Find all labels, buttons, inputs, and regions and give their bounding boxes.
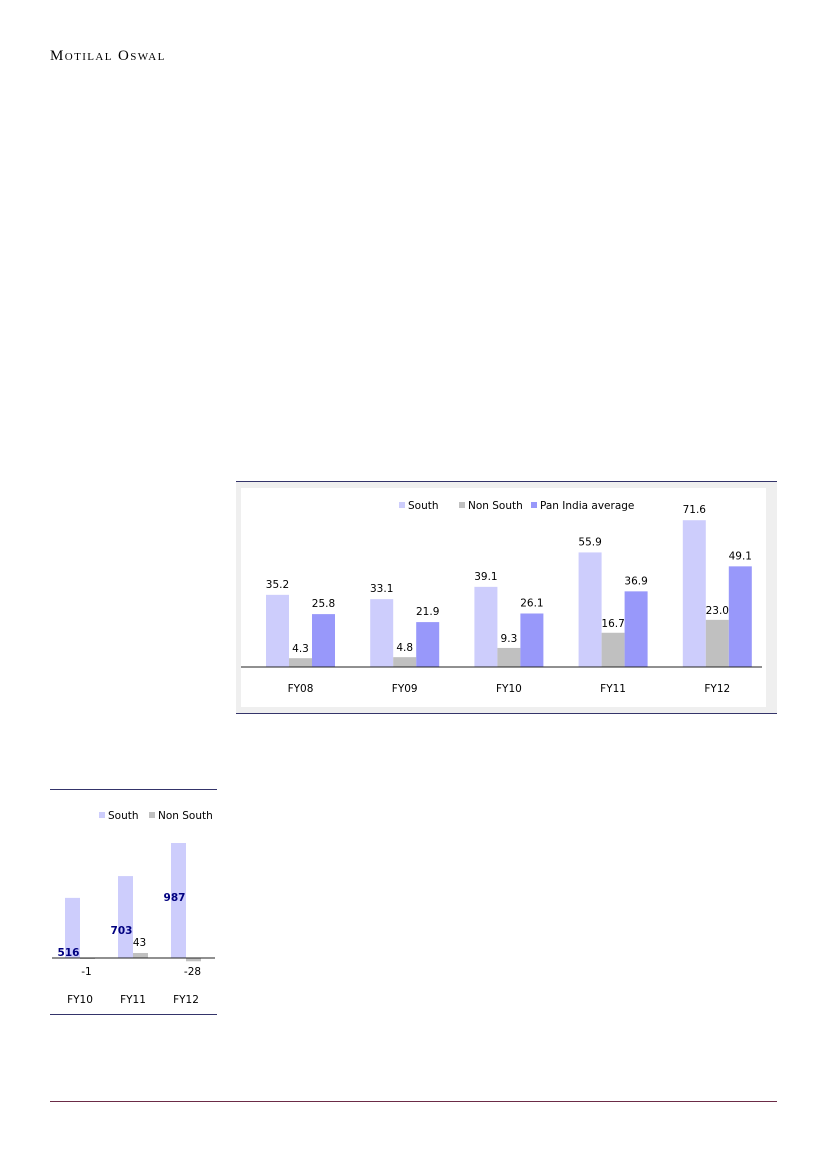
data-label-non-south-fy09: 4.8 xyxy=(396,642,413,654)
legend-label-south: South xyxy=(108,810,139,822)
bar-pan-india-average-fy12 xyxy=(728,566,752,667)
bar-south-fy11 xyxy=(578,552,602,667)
tick-label-fy11: FY11 xyxy=(120,994,146,1006)
tick-label-fy09: FY09 xyxy=(392,683,418,695)
tick-label-fy10: FY10 xyxy=(67,994,93,1006)
tick-label-fy08: FY08 xyxy=(288,683,314,695)
tick-label-fy10: FY10 xyxy=(496,683,522,695)
chart-1-svg: South Non South Pan India average 35.2 4.3 25… xyxy=(241,500,762,695)
tick-label-fy12: FY12 xyxy=(173,994,199,1006)
legend-label-pan-india-average: Pan India average xyxy=(540,500,634,512)
bar-non-south-fy12 xyxy=(705,619,729,667)
data-label-pan-india-average-fy10: 26.1 xyxy=(520,597,543,609)
bar-non-south-fy08 xyxy=(289,658,312,667)
bar-south-fy09 xyxy=(370,599,394,667)
data-label-south-fy10: 39.1 xyxy=(474,571,497,583)
data-label-south-fy08: 35.2 xyxy=(266,579,289,591)
chart-1-panel: South Non South Pan India average 35.2 4.3 25… xyxy=(241,488,766,707)
data-label-pan-india-average-fy08: 25.8 xyxy=(312,598,335,610)
data-label-non-south-fy10: 9.3 xyxy=(501,633,518,645)
data-label-non-south-fy12: -28 xyxy=(184,966,201,978)
legend-label-south: South xyxy=(408,500,439,512)
bar-pan-india-average-fy08 xyxy=(312,614,335,667)
brand-name: Motilal Oswal xyxy=(50,48,166,64)
bar-non-south-fy09 xyxy=(393,657,417,667)
data-label-non-south-fy08: 4.3 xyxy=(292,643,309,655)
bar-pan-india-average-fy09 xyxy=(416,622,440,667)
data-label-south-fy12: 71.6 xyxy=(683,504,707,516)
data-label-south-fy12: 987 xyxy=(164,892,186,904)
bar-non-south-fy12 xyxy=(186,958,201,962)
legend-swatch-non-south xyxy=(149,812,155,818)
chart-2-frame: South Non South 516 -1 FY10 703 43 FY11 987 -28 FY… xyxy=(50,789,217,1015)
legend-swatch-south xyxy=(399,502,405,508)
tick-label-fy11: FY11 xyxy=(600,683,626,695)
bar-non-south-fy11 xyxy=(133,952,148,958)
legend-label-non-south: Non South xyxy=(158,810,213,822)
data-label-pan-india-average-fy09: 21.9 xyxy=(416,606,439,618)
bar-south-fy11 xyxy=(118,876,133,958)
bar-south-fy08 xyxy=(266,594,289,667)
footer-rule xyxy=(50,1101,777,1102)
tick-label-fy12: FY12 xyxy=(704,683,730,695)
data-label-pan-india-average-fy11: 36.9 xyxy=(624,575,647,587)
data-label-south-fy09: 33.1 xyxy=(370,583,393,595)
legend-swatch-south xyxy=(99,812,105,818)
bar-south-fy10 xyxy=(474,586,498,667)
bar-pan-india-average-fy11 xyxy=(624,591,648,667)
legend-swatch-non-south xyxy=(459,502,465,508)
legend-swatch-pan-india-average xyxy=(531,502,537,508)
bar-non-south-fy11 xyxy=(601,632,625,667)
data-label-non-south-fy11: 43 xyxy=(133,937,146,949)
bar-south-fy12 xyxy=(171,843,186,958)
bar-south-fy10 xyxy=(65,897,80,958)
chart-1-frame: South Non South Pan India average 35.2 4.3 25… xyxy=(236,481,777,714)
data-label-pan-india-average-fy12: 49.1 xyxy=(729,550,752,562)
bar-pan-india-average-fy10 xyxy=(520,613,544,667)
bar-south-fy12 xyxy=(682,520,706,667)
data-label-non-south-fy12: 23.0 xyxy=(706,605,729,617)
data-label-south-fy11: 55.9 xyxy=(578,536,601,548)
data-label-south-fy10: 516 xyxy=(58,947,80,959)
bar-non-south-fy10 xyxy=(497,647,521,667)
data-label-south-fy11: 703 xyxy=(111,925,133,937)
legend-label-non-south: Non South xyxy=(468,500,523,512)
data-label-non-south-fy10: -1 xyxy=(81,966,91,978)
data-label-non-south-fy11: 16.7 xyxy=(601,618,624,630)
